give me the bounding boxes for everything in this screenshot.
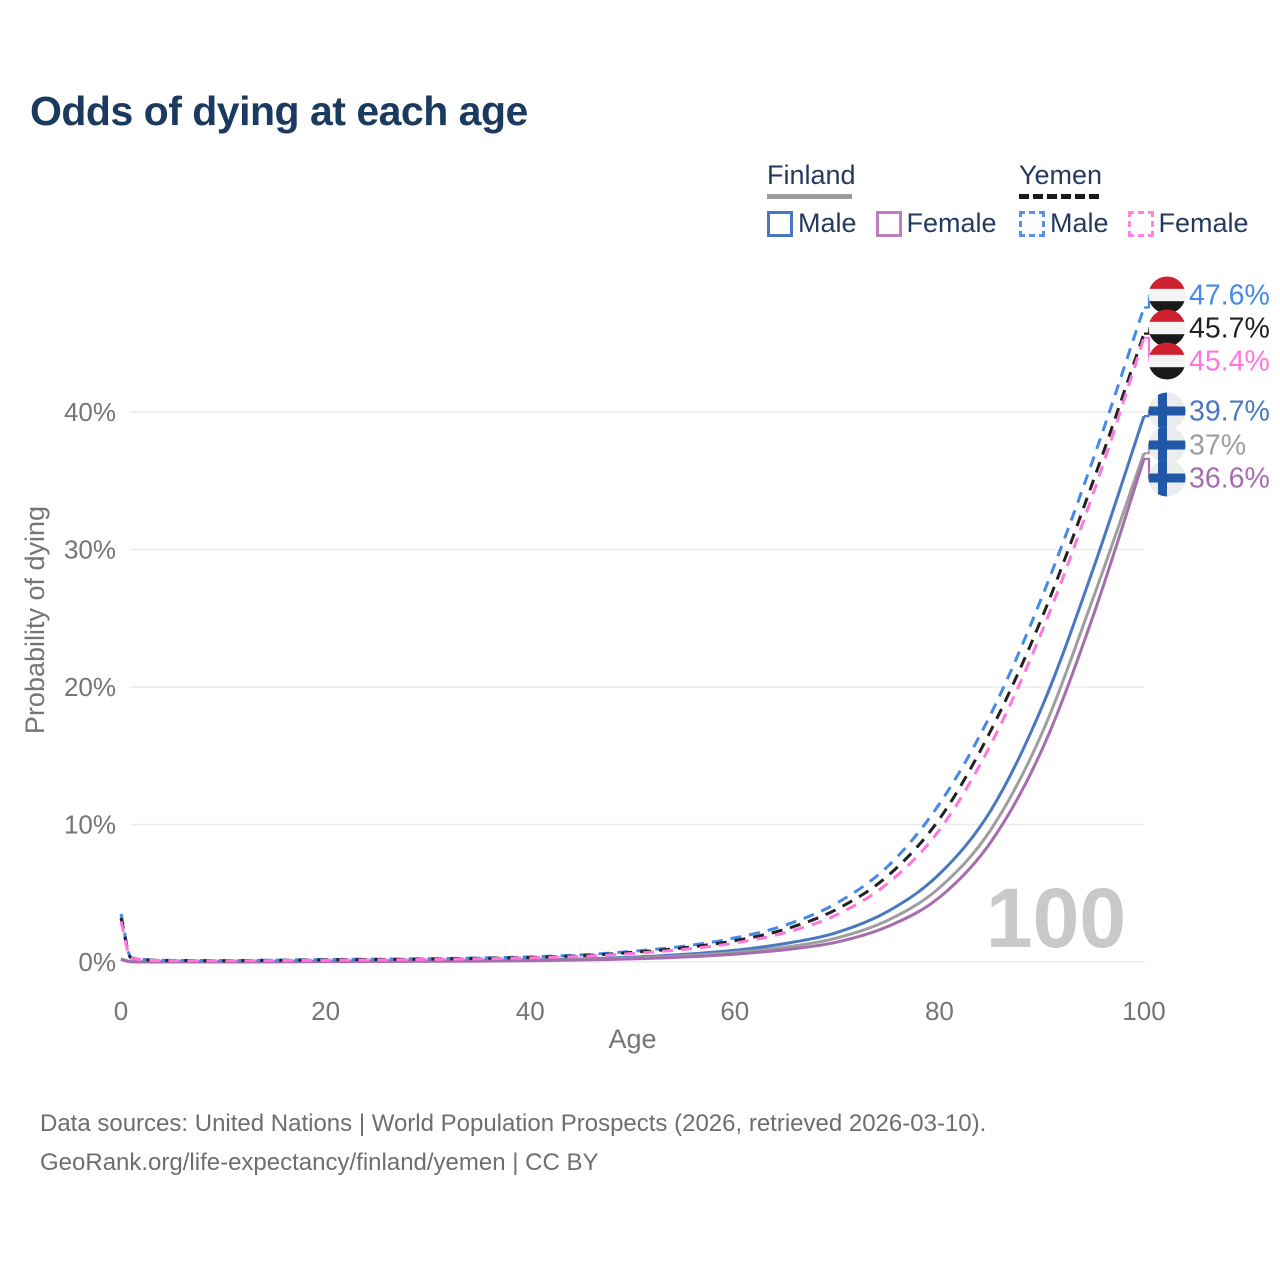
legend-finland-male-label: Male xyxy=(798,208,857,238)
yemen-all-line-swatch xyxy=(1019,194,1099,199)
data-sources-text: Data sources: United Nations | World Pop… xyxy=(40,1110,987,1137)
finland-flag-icon xyxy=(1148,459,1186,497)
end-label-yemen-female: 45.4% xyxy=(1189,346,1270,378)
legend-yemen-female-label: Female xyxy=(1158,208,1249,238)
end-label-finland-female: 36.6% xyxy=(1189,463,1270,495)
y-tick-label: 10% xyxy=(64,810,116,840)
x-tick-label: 0 xyxy=(114,996,128,1026)
yemen-flag-icon xyxy=(1148,309,1186,347)
finland-male-swatch xyxy=(767,210,793,237)
end-label-yemen-male: 47.6% xyxy=(1189,280,1270,312)
x-axis-title: Age xyxy=(608,1024,656,1054)
finland-flag-icon xyxy=(1148,426,1186,464)
yemen-flag-icon xyxy=(1148,276,1186,314)
x-tick-label: 80 xyxy=(925,996,954,1026)
y-tick-label: 30% xyxy=(64,535,116,565)
legend-finland-row: Male Female xyxy=(767,208,997,239)
legend-finland-female[interactable]: Female xyxy=(875,208,997,239)
finland-all-line-swatch xyxy=(767,194,852,199)
legend-finland-male[interactable]: Male xyxy=(767,208,857,239)
legend-group-finland: Finland Male Female xyxy=(767,160,997,239)
y-tick-label: 0% xyxy=(78,947,116,977)
yemen-male-swatch xyxy=(1019,210,1045,237)
legend-yemen-title-text: Yemen xyxy=(1019,160,1103,190)
legend-yemen-male[interactable]: Male xyxy=(1019,208,1109,239)
chart-footer: Data sources: United Nations | World Pop… xyxy=(40,1104,986,1182)
finland-flag-icon xyxy=(1148,392,1186,430)
y-tick-label: 20% xyxy=(64,672,116,702)
end-label-finland-both: 37% xyxy=(1189,430,1246,462)
y-tick-label: 40% xyxy=(64,397,116,427)
yemen-female-swatch xyxy=(1127,210,1154,237)
finland-female-swatch xyxy=(875,210,902,237)
y-axis-title: Probability of dying xyxy=(20,506,50,734)
x-tick-label: 20 xyxy=(311,996,340,1026)
curve-yemen-female[interactable] xyxy=(119,337,1146,963)
legend-group-yemen: Yemen Male Female xyxy=(1019,160,1249,239)
legend-yemen-female[interactable]: Female xyxy=(1127,208,1249,239)
yemen-flag-icon xyxy=(1148,342,1186,380)
legend-yemen-male-label: Male xyxy=(1050,208,1109,238)
x-tick-label: 60 xyxy=(720,996,749,1026)
end-label-yemen-both: 45.7% xyxy=(1189,313,1270,345)
end-label-finland-male: 39.7% xyxy=(1189,396,1270,428)
x-tick-label: 40 xyxy=(516,996,545,1026)
attribution-text: GeoRank.org/life-expectancy/finland/yeme… xyxy=(40,1149,599,1176)
plot-area[interactable] xyxy=(130,300,1145,962)
page-title: Odds of dying at each age xyxy=(30,88,528,134)
legend-yemen-title: Yemen xyxy=(1019,160,1249,199)
legend-finland-title: Finland xyxy=(767,160,997,199)
x-tick-label: 100 xyxy=(1122,996,1165,1026)
legend-yemen-row: Male Female xyxy=(1019,208,1249,239)
legend-finland-female-label: Female xyxy=(906,208,997,238)
legend-finland-title-text: Finland xyxy=(767,160,856,190)
hover-age-watermark: 100 xyxy=(986,871,1126,965)
